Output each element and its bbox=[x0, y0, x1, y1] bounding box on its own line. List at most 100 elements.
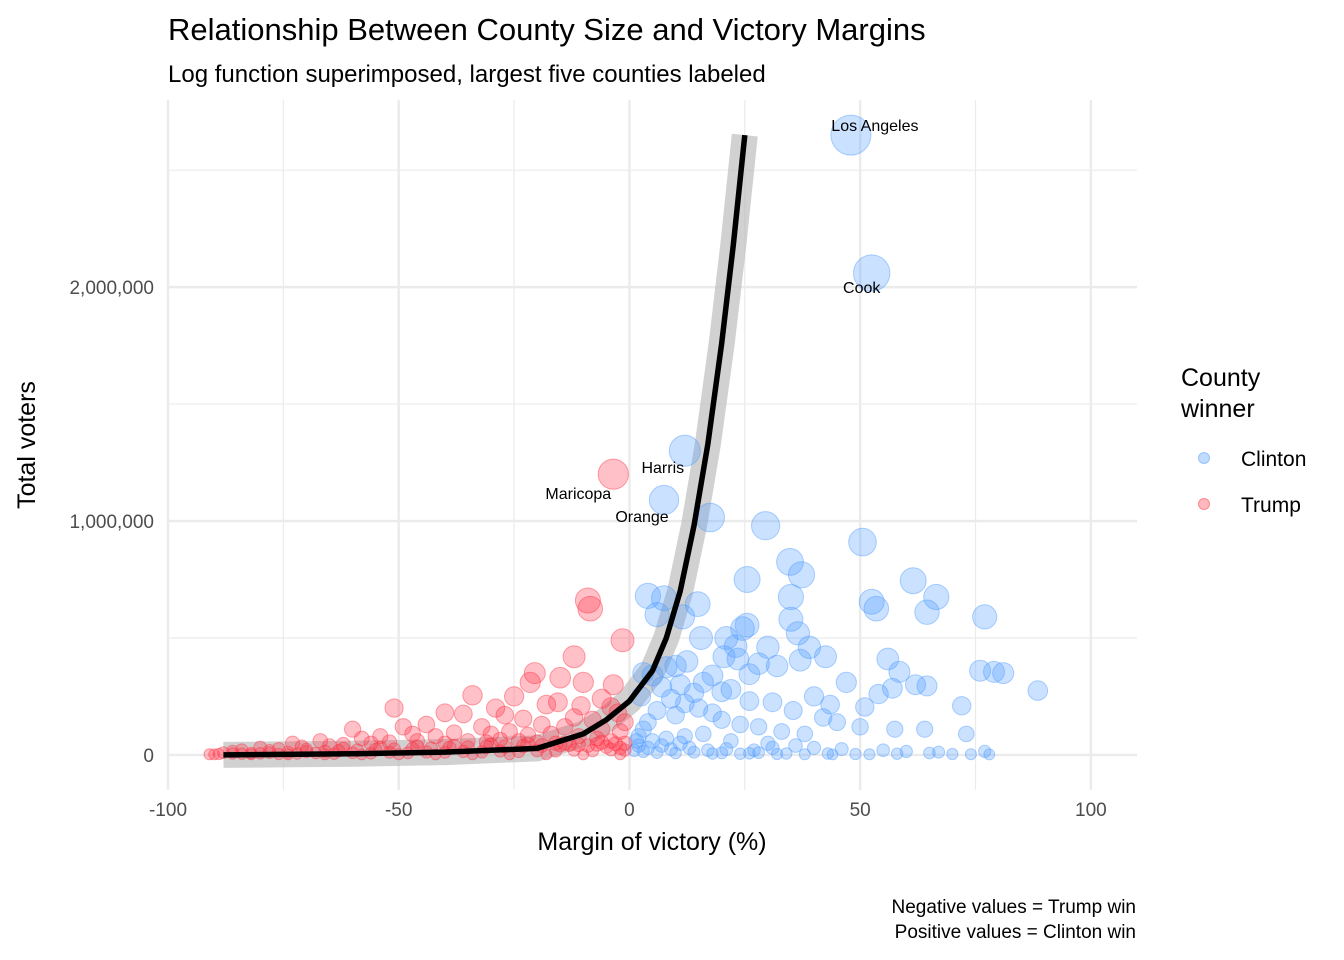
point-trump bbox=[618, 743, 632, 757]
point-clinton bbox=[654, 738, 670, 753]
caption-line-1: Negative values = Trump win bbox=[892, 897, 1136, 918]
point-clinton bbox=[783, 701, 803, 720]
point-clinton bbox=[687, 745, 701, 759]
county-label: Harris bbox=[641, 460, 684, 477]
point-clinton bbox=[828, 713, 846, 732]
point-trump bbox=[591, 688, 612, 709]
point-trump bbox=[540, 748, 553, 761]
county-label: Orange bbox=[615, 509, 668, 526]
point-trump bbox=[501, 723, 518, 740]
point-clinton bbox=[1027, 680, 1049, 701]
point-clinton bbox=[651, 676, 673, 698]
point-trump bbox=[564, 708, 584, 727]
point-clinton bbox=[978, 744, 992, 759]
point-clinton bbox=[723, 634, 748, 659]
point-clinton bbox=[952, 696, 972, 716]
point-clinton bbox=[682, 740, 697, 756]
point-clinton bbox=[743, 747, 756, 760]
point-clinton bbox=[787, 561, 816, 589]
point-clinton bbox=[798, 748, 811, 761]
point-clinton bbox=[676, 728, 693, 745]
point-trump bbox=[608, 736, 624, 752]
points bbox=[203, 114, 1049, 761]
point-trump bbox=[567, 743, 581, 757]
point-clinton bbox=[916, 675, 938, 697]
point-trump bbox=[384, 698, 404, 718]
fit-line bbox=[223, 134, 748, 758]
point-clinton bbox=[923, 583, 950, 611]
point-trump bbox=[353, 730, 370, 747]
point-clinton bbox=[683, 682, 705, 704]
point-clinton bbox=[916, 720, 934, 738]
point-clinton bbox=[969, 659, 992, 682]
y-axis-title: Total voters bbox=[13, 381, 41, 509]
point-trump bbox=[503, 686, 525, 707]
point-clinton bbox=[830, 114, 872, 156]
point-trump bbox=[611, 723, 629, 740]
point-clinton bbox=[730, 616, 755, 641]
point-trump bbox=[562, 645, 586, 669]
grid bbox=[166, 100, 1137, 790]
point-clinton bbox=[644, 602, 670, 628]
point-trump bbox=[312, 733, 329, 749]
point-clinton bbox=[992, 662, 1015, 685]
point-trump bbox=[533, 715, 551, 734]
point-clinton bbox=[640, 740, 656, 756]
point-clinton bbox=[712, 710, 731, 729]
point-trump bbox=[617, 735, 633, 751]
point-clinton bbox=[797, 635, 822, 659]
point-clinton bbox=[785, 621, 811, 646]
point-clinton bbox=[806, 740, 822, 756]
point-trump bbox=[285, 735, 301, 751]
point-clinton bbox=[853, 254, 891, 292]
point-clinton bbox=[720, 679, 742, 700]
legend-key-clinton bbox=[1198, 452, 1210, 464]
point-trump bbox=[602, 674, 624, 696]
point-clinton bbox=[751, 511, 781, 541]
point-clinton bbox=[726, 647, 750, 671]
point-clinton bbox=[668, 434, 701, 467]
chart-title: Relationship Between County Size and Vic… bbox=[168, 12, 926, 47]
point-clinton bbox=[814, 708, 833, 727]
point-trump bbox=[372, 728, 389, 745]
point-trump bbox=[571, 696, 591, 716]
point-clinton bbox=[777, 583, 805, 611]
point-clinton bbox=[788, 738, 803, 753]
point-clinton bbox=[664, 742, 678, 757]
caption-line-2: Positive values = Clinton win bbox=[895, 922, 1136, 943]
point-clinton bbox=[658, 730, 675, 747]
point-trump bbox=[603, 733, 619, 749]
point-trump bbox=[495, 705, 515, 725]
legend-key-trump bbox=[1198, 498, 1210, 510]
point-clinton bbox=[703, 703, 722, 723]
y-axis-ticks: 0 1,000,000 2,000,000 bbox=[69, 278, 154, 767]
point-clinton bbox=[932, 745, 946, 759]
point-trump bbox=[604, 742, 618, 757]
point-clinton bbox=[749, 718, 768, 736]
point-clinton bbox=[634, 720, 652, 738]
point-trump bbox=[519, 726, 537, 744]
legend-label-clinton: Clinton bbox=[1241, 448, 1306, 471]
point-trump bbox=[363, 735, 379, 751]
point-clinton bbox=[771, 747, 784, 761]
point-clinton bbox=[692, 671, 714, 694]
point-trump bbox=[536, 694, 557, 715]
point-clinton bbox=[675, 650, 699, 673]
point-clinton bbox=[714, 626, 739, 650]
y-tick-label: 0 bbox=[143, 746, 154, 767]
point-clinton bbox=[647, 701, 667, 720]
point-trump bbox=[453, 704, 473, 724]
point-clinton bbox=[796, 725, 814, 743]
point-clinton bbox=[958, 725, 975, 743]
point-trump bbox=[473, 718, 491, 736]
point-clinton bbox=[733, 566, 761, 593]
point-clinton bbox=[868, 683, 889, 705]
point-trump bbox=[519, 671, 541, 694]
point-trump bbox=[610, 628, 635, 653]
x-tick-label: 0 bbox=[624, 800, 635, 821]
point-trump bbox=[548, 692, 568, 713]
point-trump bbox=[594, 734, 610, 750]
point-trump bbox=[409, 733, 426, 749]
